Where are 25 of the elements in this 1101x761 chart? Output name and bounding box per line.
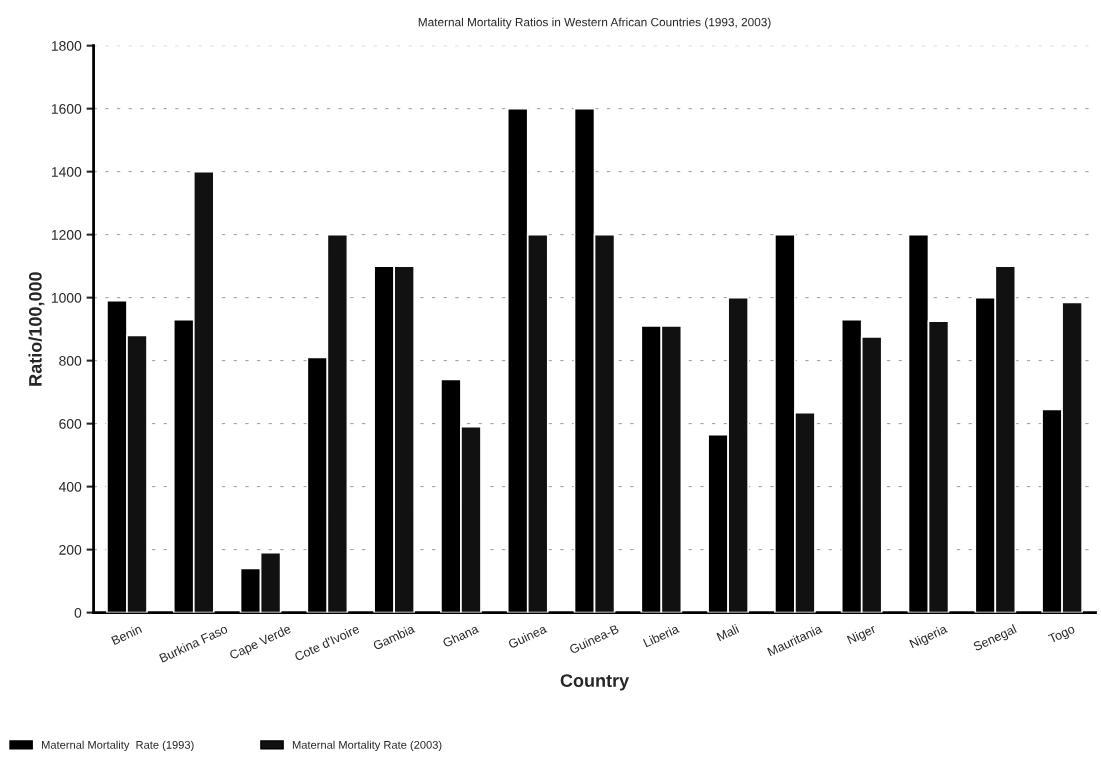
y-tick-label: 600	[59, 418, 82, 429]
y-tick-label: 1800	[51, 40, 82, 51]
chart-title: Maternal Mortality Ratios in Western African Countries (1993, 2003)	[418, 17, 771, 29]
x-tick-label: Guinea	[507, 623, 548, 649]
legend-label: Maternal Mortality Rate (1993)	[42, 740, 194, 751]
y-tick-label: 1200	[51, 229, 82, 240]
x-tick-label: Cote d'Ivoire	[293, 623, 360, 662]
y-tick-label: 0	[74, 607, 82, 618]
x-tick-label: Mali	[716, 624, 740, 642]
y-tick-label: 800	[59, 355, 82, 366]
y-tick-label: 200	[59, 544, 82, 555]
x-axis-title: Country	[560, 674, 630, 691]
y-tick-label: 400	[58, 481, 82, 492]
legend-label: Maternal Mortality Rate (2003)	[292, 740, 442, 751]
x-tick-label: Nigeria	[909, 623, 949, 651]
x-tick-label: Ghana	[442, 623, 480, 648]
x-tick-label: Benin	[110, 624, 143, 646]
x-tick-label: Niger	[846, 623, 878, 647]
x-tick-label: Togo	[1047, 624, 1077, 646]
y-tick-label: 1400	[51, 166, 82, 177]
x-tick-label: Cape Verde	[228, 623, 293, 662]
y-axis-title: Ratio/100,000	[28, 272, 45, 386]
y-tick-label: 1600	[51, 103, 82, 114]
x-tick-label: Liberia	[642, 623, 680, 648]
y-tick-label: 1000	[51, 292, 82, 303]
